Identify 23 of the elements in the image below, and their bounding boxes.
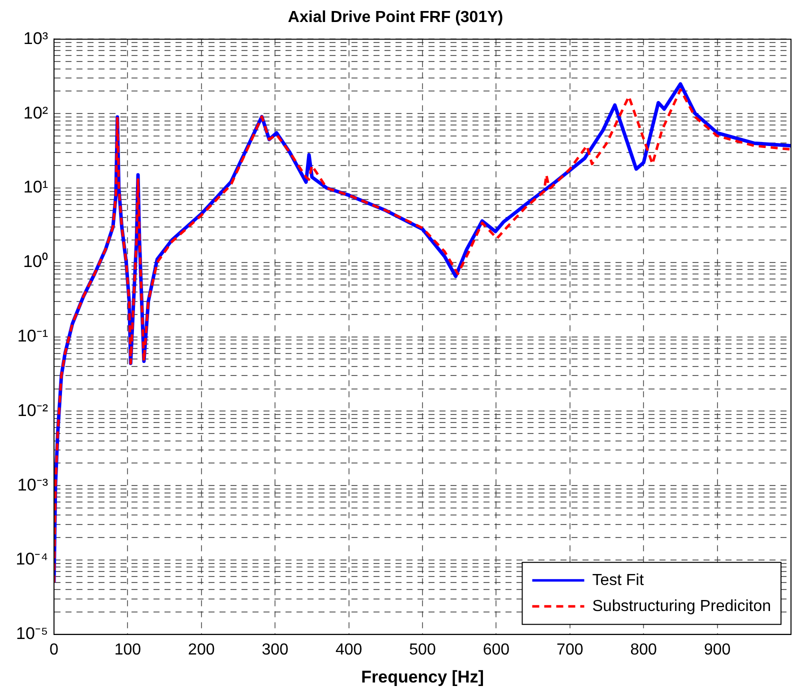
y-tick-label: 10⁰ <box>23 252 48 272</box>
x-tick-label: 700 <box>556 641 584 658</box>
y-tick-label: 10⁻⁵ <box>16 624 48 644</box>
x-tick-label: 500 <box>409 641 436 658</box>
x-tick-label: 100 <box>114 641 142 658</box>
x-tick-label: 200 <box>188 641 215 658</box>
legend-label: Substructuring Prediciton <box>592 598 772 615</box>
y-tick-label: 10⁻⁴ <box>16 550 48 569</box>
y-tick-label: 10¹ <box>23 178 48 197</box>
y-tick-label: 10⁻³ <box>17 475 48 494</box>
y-tick-label: 10⁻² <box>17 400 48 420</box>
x-tick-label: 800 <box>630 641 658 658</box>
x-axis-title: Frequency [Hz] <box>361 667 484 686</box>
x-tick-label: 300 <box>262 641 289 658</box>
y-tick-label: 10² <box>23 103 48 122</box>
chart-title: Axial Drive Point FRF (301Y) <box>288 9 504 26</box>
x-tick-label: 0 <box>50 641 59 658</box>
legend-label: Test Fit <box>592 572 644 589</box>
y-tick-label: 10⁻¹ <box>17 326 48 346</box>
y-tick-label: 10³ <box>23 28 48 48</box>
x-tick-label: 900 <box>704 641 731 658</box>
x-tick-label: 400 <box>335 641 362 658</box>
x-tick-label: 600 <box>482 641 510 658</box>
